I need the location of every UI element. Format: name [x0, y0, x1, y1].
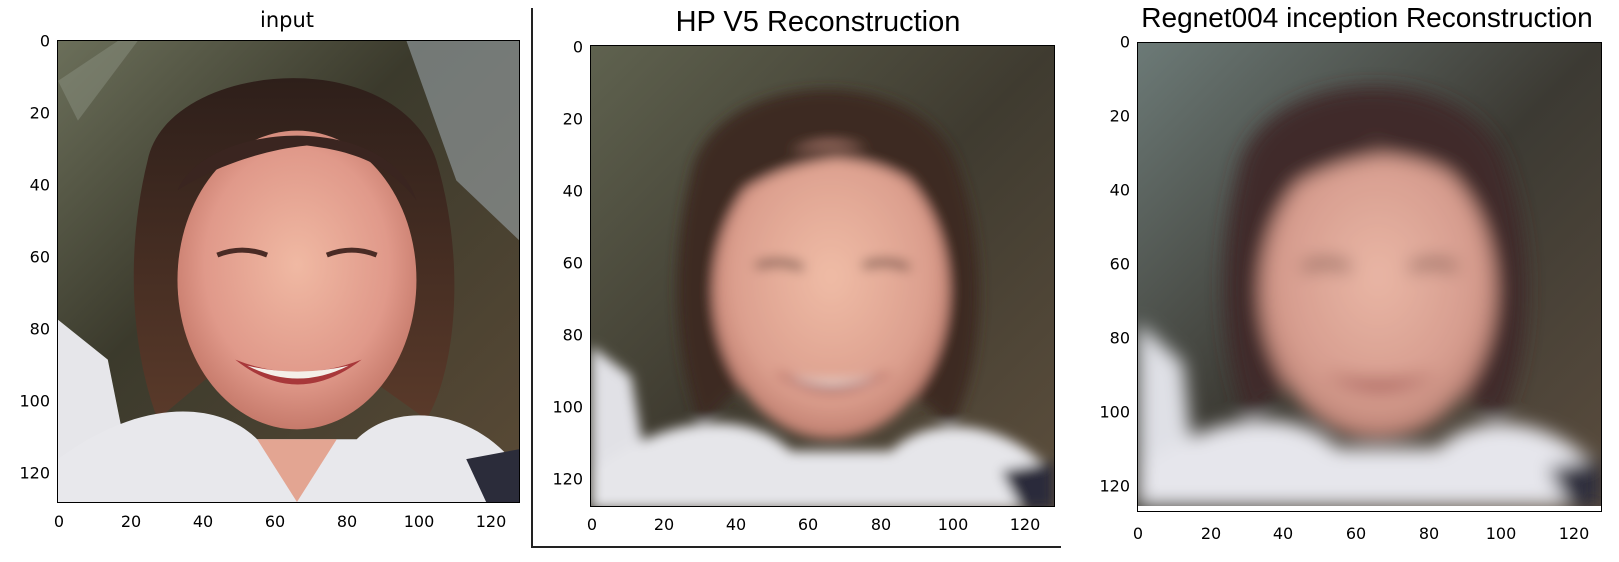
y-tick-label: 120	[1099, 476, 1130, 496]
y-tick-label: 80	[29, 319, 50, 339]
x-tick-label: 120	[1558, 524, 1590, 543]
x-tick-label: 100	[937, 515, 969, 534]
panel-title: Regnet004 inception Reconstruction	[1141, 2, 1593, 33]
y-tick-label: 80	[562, 325, 583, 345]
face-reconstruction	[1138, 43, 1601, 506]
y-tick-label: 60	[562, 253, 583, 273]
x-tick-label: 100	[1485, 524, 1517, 543]
y-tick-label: 40	[1109, 180, 1130, 200]
x-tick-label: 40	[725, 515, 747, 534]
x-tick-label: 60	[264, 512, 286, 531]
x-tick-label: 40	[1272, 524, 1294, 543]
x-tick-label: 20	[120, 512, 142, 531]
x-tick-label: 0	[586, 515, 598, 534]
y-tick-label: 40	[29, 175, 50, 195]
y-tick-label: 60	[29, 247, 50, 267]
y-tick-label: 20	[1109, 106, 1130, 126]
y-tick-label: 20	[29, 103, 50, 123]
x-tick-label: 60	[797, 515, 819, 534]
x-tick-label: 0	[53, 512, 65, 531]
panel-hp-v5: HP V5 Reconstruction	[533, 0, 1068, 562]
x-tick-label: 80	[1418, 524, 1440, 543]
x-tick-label: 120	[1009, 515, 1041, 534]
panel-title: input	[259, 8, 315, 32]
x-tick-label: 40	[192, 512, 214, 531]
x-tick-label: 80	[336, 512, 358, 531]
image-axes	[1137, 42, 1602, 512]
y-tick-label: 120	[552, 469, 583, 489]
panel-title: HP V5 Reconstruction	[675, 6, 961, 38]
x-tick-label: 20	[653, 515, 675, 534]
y-tick-label: 0	[572, 37, 583, 57]
y-tick-label: 40	[562, 181, 583, 201]
x-tick-label: 100	[403, 512, 435, 531]
x-tick-label: 0	[1132, 524, 1144, 543]
panel-divider-bottom	[531, 546, 1061, 548]
panel-divider-left	[531, 8, 533, 548]
panel-input: input	[0, 0, 530, 562]
x-tick-label: 60	[1345, 524, 1367, 543]
image-axes	[57, 40, 520, 503]
y-tick-label: 120	[19, 463, 50, 483]
y-tick-label: 60	[1109, 254, 1130, 274]
face-photo	[58, 41, 519, 502]
y-tick-label: 0	[39, 31, 50, 51]
x-tick-label: 80	[870, 515, 892, 534]
y-tick-label: 0	[1119, 32, 1130, 52]
x-tick-label: 20	[1200, 524, 1222, 543]
y-tick-label: 100	[552, 397, 583, 417]
face-reconstruction	[591, 46, 1054, 506]
image-axes	[590, 45, 1055, 507]
x-tick-label: 120	[475, 512, 507, 531]
panel-regnet004: Regnet004 inception Reconstruction	[1080, 0, 1619, 562]
y-tick-label: 80	[1109, 328, 1130, 348]
y-tick-label: 100	[1099, 402, 1130, 422]
y-tick-label: 20	[562, 109, 583, 129]
y-tick-label: 100	[19, 391, 50, 411]
